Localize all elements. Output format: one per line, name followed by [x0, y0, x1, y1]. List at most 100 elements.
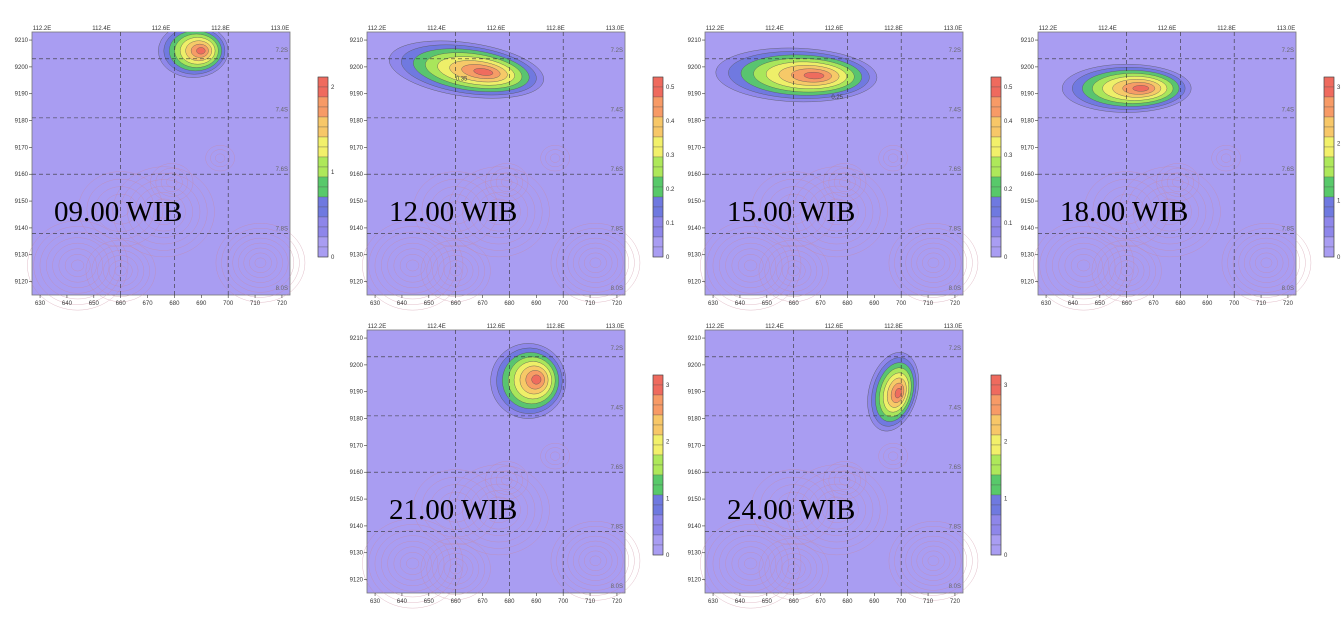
x-tick-label: 690	[196, 301, 207, 307]
x-tick-label: 630	[35, 301, 46, 307]
colorbar-segment	[652, 86, 664, 98]
colorbar-segment	[317, 156, 329, 168]
y-tick-label: 9120	[15, 280, 29, 286]
x-tick-label: 660	[116, 301, 127, 307]
lat-label: 7.2S	[949, 346, 961, 352]
terrain-contour-line	[899, 232, 968, 293]
graticule	[32, 32, 290, 295]
colorbar-segment	[1323, 196, 1335, 208]
terrain-contour-line	[550, 223, 641, 303]
y-tick-label: 9170	[350, 145, 364, 151]
x-tick-label: 630	[370, 599, 381, 605]
x-tick-label: 680	[842, 301, 853, 307]
colorbar-tick-label: 2	[1337, 142, 1341, 148]
x-tick-label: 630	[708, 599, 719, 605]
lon-label: 112.2E	[33, 26, 52, 32]
colorbar-segment	[1323, 146, 1335, 158]
plume-contours	[158, 32, 229, 78]
y-tick-label: 9130	[15, 253, 29, 259]
lon-label: 113.0E	[944, 26, 963, 32]
x-tick-label: 720	[950, 301, 961, 307]
y-tick-label: 9160	[15, 172, 29, 178]
lon-label: 112.2E	[1039, 26, 1058, 32]
terrain-contour-line	[1039, 226, 1128, 305]
terrain-contour-line	[1211, 145, 1241, 172]
terrain-contour-line	[814, 192, 859, 232]
terrain-contour-line	[1091, 239, 1162, 303]
terrain-contour-line	[1166, 172, 1189, 192]
colorbar-segment	[990, 206, 1002, 218]
colorbar-segment	[990, 494, 1002, 506]
y-tick-label: 9200	[15, 65, 29, 71]
colorbar-segment	[990, 504, 1002, 516]
lat-label: 8.0S	[276, 286, 288, 292]
x-tick-label: 650	[762, 599, 773, 605]
x-tick-label: 650	[424, 301, 435, 307]
y-tick-label: 9120	[350, 280, 364, 286]
terrain-contour-line	[462, 477, 536, 543]
colorbar: 3 2 1 0	[1323, 76, 1341, 261]
colorbar-segment	[652, 136, 664, 148]
colorbar-segment	[1323, 206, 1335, 218]
colorbar-segment	[990, 404, 1002, 416]
terrain-contour-line	[454, 172, 543, 251]
colorbar-segment	[317, 76, 329, 88]
lon-label: 112.8E	[884, 26, 903, 32]
terrain-contour-line	[807, 185, 866, 238]
colorbar-segment	[1323, 76, 1335, 88]
terrain-contour-line	[556, 227, 635, 298]
colorbar-segment	[652, 494, 664, 506]
terrain-contour-line	[894, 525, 973, 596]
terrain-contour-line	[462, 179, 536, 245]
terrain-contour-line	[828, 465, 861, 495]
colorbar-tick-label: 0	[1004, 255, 1008, 261]
terrain-contour-line	[894, 227, 973, 298]
terrain-contour-line	[380, 237, 445, 294]
colorbar-segment	[1323, 176, 1335, 188]
terrain-contour-line	[374, 231, 451, 300]
colorbar-segment	[652, 196, 664, 208]
terrain-contour-line	[550, 521, 641, 601]
y-tick-label: 9140	[688, 524, 702, 530]
map-panel-0900: 630 640 650 660 670 680 690 700 710 720 9210 9200 91…	[0, 20, 335, 320]
y-tick-label: 9210	[1021, 38, 1035, 44]
terrain-contour-line	[393, 248, 432, 283]
x-tick-label: 650	[762, 301, 773, 307]
terrain-contour-line	[584, 252, 607, 273]
terrain-contour-line	[380, 535, 445, 592]
colorbar-segment	[317, 196, 329, 208]
lon-label: 112.2E	[368, 324, 387, 330]
terrain-contour-line	[362, 518, 464, 609]
terrain-contour-line	[469, 483, 528, 536]
x-tick-label: 690	[531, 301, 542, 307]
x-tick-label: 710	[585, 599, 596, 605]
terrain-contour-line	[362, 220, 464, 311]
terrain-contour-line	[556, 525, 635, 596]
colorbar-segment	[990, 444, 1002, 456]
lon-label: 112.6E	[487, 26, 506, 32]
x-tick-label: 630	[370, 301, 381, 307]
terrain-contour-line	[1161, 167, 1194, 197]
colorbar-segment	[1323, 116, 1335, 128]
x-tick-label: 640	[735, 301, 746, 307]
terrain-contour-line	[52, 242, 104, 289]
y-tick-label: 9130	[1021, 253, 1035, 259]
colorbar-segment	[1323, 246, 1335, 258]
terrain-contour-line	[910, 540, 956, 581]
colorbar-segment	[1323, 96, 1335, 108]
y-tick-label: 9170	[350, 443, 364, 449]
terrain-contour-line	[578, 545, 613, 576]
colorbar-tick-label: 0.3	[666, 153, 675, 159]
lat-label: 7.2S	[611, 48, 623, 54]
y-tick-label: 9150	[350, 497, 364, 503]
terrain-contour-line	[550, 153, 561, 163]
x-tick-label: 680	[504, 599, 515, 605]
x-tick-label: 630	[1041, 301, 1052, 307]
x-tick-label: 640	[397, 599, 408, 605]
plume-contours	[1061, 64, 1192, 113]
terrain-contour-line	[1221, 223, 1312, 303]
colorbar-segment	[990, 146, 1002, 158]
terrain-contour-line	[443, 260, 468, 282]
colorbar-tick-label: 0	[331, 255, 335, 261]
lat-label: 7.6S	[611, 465, 623, 471]
